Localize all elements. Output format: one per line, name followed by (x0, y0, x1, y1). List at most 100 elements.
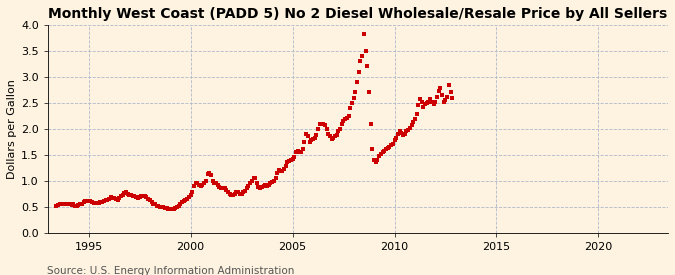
Point (59, 202, 70, 207)
Point (132, 196, 143, 200)
Point (92, 201, 103, 206)
Point (192, 181, 202, 185)
Point (350, 90, 361, 95)
Point (139, 194, 150, 198)
Y-axis label: Dollars per Gallon: Dollars per Gallon (7, 79, 17, 179)
Point (371, 160, 381, 165)
Point (217, 186, 228, 191)
Point (253, 185, 264, 189)
Point (149, 202, 160, 207)
Point (213, 183, 223, 187)
Point (302, 134, 313, 139)
Point (318, 121, 329, 126)
Point (377, 150, 388, 154)
Point (385, 143, 396, 147)
Point (131, 195, 142, 199)
Point (262, 184, 273, 188)
Point (236, 191, 247, 196)
Point (435, 86, 446, 90)
Point (56, 202, 67, 207)
Point (128, 194, 138, 198)
Point (260, 183, 271, 187)
Point (241, 186, 252, 191)
Point (319, 122, 330, 127)
Point (195, 184, 206, 188)
Point (90, 201, 101, 206)
Point (65, 202, 76, 207)
Point (286, 158, 296, 162)
Point (277, 169, 288, 174)
Point (112, 198, 123, 202)
Point (418, 105, 429, 109)
Point (433, 89, 444, 94)
Point (190, 181, 201, 185)
Point (369, 158, 379, 162)
Point (95, 200, 106, 205)
Point (333, 129, 344, 133)
Point (144, 198, 155, 203)
Point (61, 202, 72, 207)
Point (414, 97, 425, 101)
Point (88, 201, 99, 205)
Point (72, 203, 82, 208)
Point (207, 178, 218, 183)
Point (231, 190, 242, 194)
Point (224, 191, 235, 196)
Point (313, 126, 323, 131)
Point (136, 194, 146, 198)
Point (70, 203, 80, 208)
Point (336, 121, 347, 126)
Point (427, 100, 437, 104)
Point (381, 147, 392, 152)
Point (168, 207, 179, 211)
Point (234, 191, 245, 196)
Point (308, 137, 319, 141)
Point (338, 119, 349, 123)
Point (372, 158, 383, 162)
Point (250, 176, 261, 180)
Point (248, 176, 259, 180)
Point (387, 142, 398, 147)
Point (238, 190, 248, 194)
Point (352, 80, 362, 84)
Point (362, 64, 373, 69)
Point (287, 157, 298, 161)
Point (421, 101, 432, 105)
Point (284, 159, 294, 163)
Point (269, 178, 279, 183)
Point (315, 121, 325, 126)
Point (275, 169, 286, 174)
Point (299, 139, 310, 144)
Point (392, 132, 403, 136)
Point (102, 198, 113, 203)
Point (265, 181, 276, 185)
Point (259, 184, 269, 188)
Point (335, 126, 346, 131)
Point (129, 194, 140, 198)
Point (364, 90, 375, 95)
Point (396, 131, 406, 135)
Point (442, 94, 453, 99)
Point (167, 207, 178, 211)
Point (425, 97, 435, 101)
Point (398, 133, 408, 137)
Point (255, 186, 266, 191)
Point (329, 134, 340, 139)
Point (311, 133, 322, 137)
Point (173, 203, 184, 208)
Point (251, 181, 262, 185)
Point (346, 101, 357, 105)
Point (267, 180, 277, 184)
Point (180, 198, 191, 203)
Point (51, 203, 61, 208)
Point (440, 98, 451, 102)
Point (185, 193, 196, 197)
Point (416, 100, 427, 104)
Point (399, 132, 410, 136)
Point (354, 69, 364, 74)
Point (68, 202, 79, 207)
Point (124, 192, 135, 197)
Point (83, 199, 94, 204)
Point (270, 176, 281, 180)
Point (76, 202, 87, 206)
